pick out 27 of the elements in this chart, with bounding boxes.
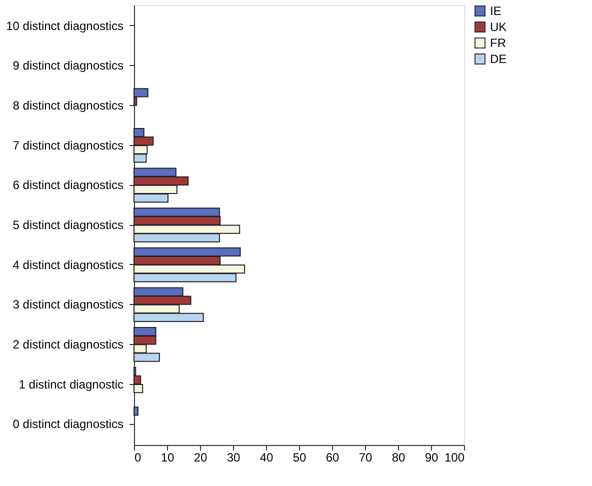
y-tick-label: 2 distinct diagnostics [12,337,124,352]
legend-label: DE [490,52,507,66]
legend-label: IE [490,4,502,18]
x-tick-label: 0 [134,450,142,464]
x-tick-label: 70 [358,450,372,464]
x-tick-label: 10 [160,450,174,464]
x-tick-label: 100 [444,450,465,464]
bar [134,406,138,416]
legend-label: UK [490,20,507,34]
y-tick-label: 5 distinct diagnostics [12,218,124,232]
x-tick-label: 30 [226,450,240,464]
y-tick-label: 7 distinct diagnostics [12,138,124,152]
y-tick-label: 6 distinct diagnostics [12,178,124,192]
y-tick-label: 1 distinct diagnostic [18,377,124,392]
legend-label: FR [490,36,506,50]
y-tick-label: 0 distinct diagnostics [12,417,124,432]
y-tick-label: 8 distinct diagnostics [12,98,124,113]
y-tick-label: 9 distinct diagnostics [12,58,124,73]
x-tick-label: 80 [392,450,406,464]
x-tick-label: 40 [260,450,274,464]
y-tick-label: 3 distinct diagnostics [12,298,124,312]
x-tick-label: 60 [326,450,340,464]
x-tick-label: 90 [424,450,438,464]
y-tick-label: 4 distinct diagnostics [12,258,124,272]
x-tick-label: 50 [292,450,306,464]
x-tick-label: 20 [194,450,208,464]
y-tick-label: 10 distinct diagnostics [6,18,124,33]
